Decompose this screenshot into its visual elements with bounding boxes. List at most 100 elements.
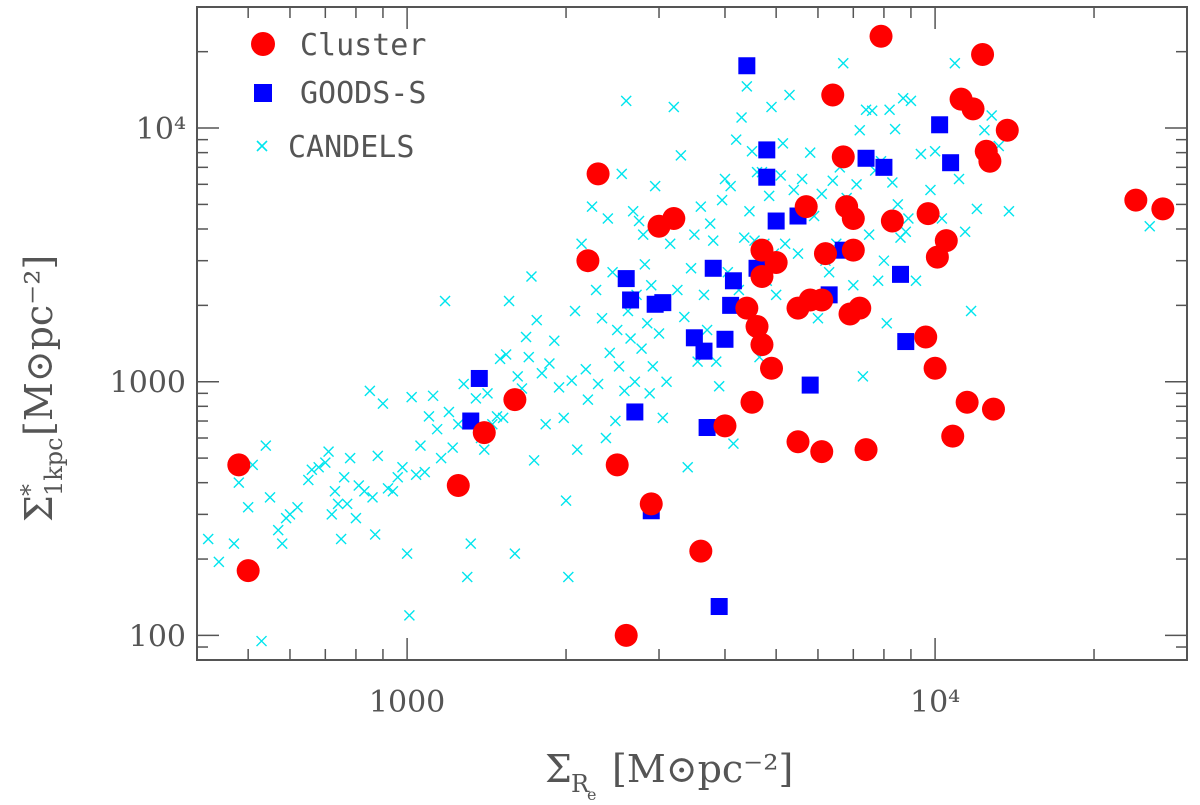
candels-point <box>625 333 637 345</box>
candels-point <box>823 266 835 278</box>
candels-point <box>540 418 552 430</box>
candels-point <box>863 229 875 241</box>
x-axis-label: Σ R e [M⊙pc⁻²] <box>545 747 793 804</box>
cluster-point <box>810 288 834 312</box>
x-tick-label: 10⁴ <box>910 685 960 720</box>
candels-point <box>688 229 700 241</box>
candels-point <box>775 170 787 181</box>
candels-point <box>872 275 884 287</box>
candels-point <box>377 398 389 410</box>
goods-s-point <box>857 149 875 167</box>
goods-s-point <box>704 259 722 277</box>
candels-point <box>668 101 680 113</box>
candels-point <box>613 360 625 372</box>
cluster-point <box>786 430 810 454</box>
candels-point <box>695 201 707 213</box>
cluster-point <box>662 206 686 230</box>
y-tick-label: 1000 <box>110 366 186 401</box>
candels-point <box>1144 220 1156 232</box>
candels-point <box>905 95 917 107</box>
goods-s-point <box>724 272 742 290</box>
legend-marker-cluster <box>251 32 275 56</box>
candels-point <box>338 471 350 483</box>
goods-s-point <box>626 403 644 421</box>
candels-point <box>233 477 245 489</box>
candels-point <box>202 533 214 545</box>
candels-point <box>465 538 477 550</box>
y-axis-subscript: 1kpc <box>40 437 68 496</box>
candels-point <box>675 149 687 161</box>
cluster-point <box>841 206 865 230</box>
candels-point <box>358 485 370 497</box>
candels-point <box>500 349 512 361</box>
candels-point <box>618 385 630 397</box>
candels-point <box>341 498 353 510</box>
candels-point <box>604 347 616 359</box>
candels-point <box>602 212 614 224</box>
candels-point <box>461 571 473 583</box>
candels-point <box>372 450 384 462</box>
candels-point <box>897 92 909 104</box>
goods-s-point <box>942 154 960 172</box>
goods-s-point <box>622 291 640 309</box>
candels-point <box>881 317 893 329</box>
candels-point <box>439 295 451 307</box>
cluster-point <box>750 333 774 357</box>
candels-point <box>609 415 621 427</box>
candels-point <box>620 95 632 107</box>
candels-point <box>419 466 431 478</box>
candels-point <box>443 406 455 418</box>
cluster-point <box>810 440 834 464</box>
candels-point <box>276 538 288 550</box>
candels-point <box>854 124 866 136</box>
candels-point <box>900 226 912 238</box>
goods-s-point <box>695 342 713 360</box>
y-axis-symbol: Σ <box>17 495 61 522</box>
cluster-point <box>227 453 251 477</box>
goods-s-point <box>716 330 734 348</box>
candels-point <box>763 190 775 202</box>
candels-point <box>382 482 394 494</box>
y-tick-label: 100 <box>129 619 186 654</box>
candels-point <box>435 452 447 464</box>
candels-point <box>986 110 998 122</box>
candels-point <box>569 305 581 317</box>
candels-point <box>837 57 849 69</box>
candels-point <box>600 432 612 444</box>
candels-point <box>678 311 690 323</box>
candels-point <box>560 495 572 507</box>
candels-point <box>387 485 399 497</box>
candels-point <box>738 232 750 244</box>
cluster-point <box>1124 188 1148 212</box>
candels-point <box>857 370 869 382</box>
candels-point <box>607 266 619 278</box>
candels-point <box>661 376 673 388</box>
candels-point <box>710 356 722 368</box>
candels-point <box>423 410 435 422</box>
candels-point <box>414 440 426 452</box>
goods-s-point <box>617 270 635 288</box>
candels-point <box>741 80 753 92</box>
candels-point <box>213 556 225 568</box>
candels-point <box>671 284 683 296</box>
cluster-point <box>472 421 496 445</box>
candels-point <box>915 148 927 160</box>
cluster-point <box>740 390 764 414</box>
cluster-point <box>735 296 759 320</box>
candels-point <box>566 375 578 387</box>
candels-point <box>523 351 535 363</box>
candels-point <box>965 305 977 317</box>
cluster-point <box>981 397 1005 421</box>
candels-point <box>478 444 490 456</box>
candels-point <box>645 279 657 291</box>
candels-point <box>777 137 789 149</box>
cluster-point <box>639 492 663 516</box>
candels-point <box>647 360 659 372</box>
goods-s-point <box>875 158 893 176</box>
cluster-point <box>794 195 818 219</box>
candels-point <box>431 423 443 435</box>
candels-point <box>959 226 971 238</box>
cluster-point <box>971 42 995 66</box>
x-axis-symbol: Σ <box>545 747 572 791</box>
candels-point <box>910 275 922 287</box>
